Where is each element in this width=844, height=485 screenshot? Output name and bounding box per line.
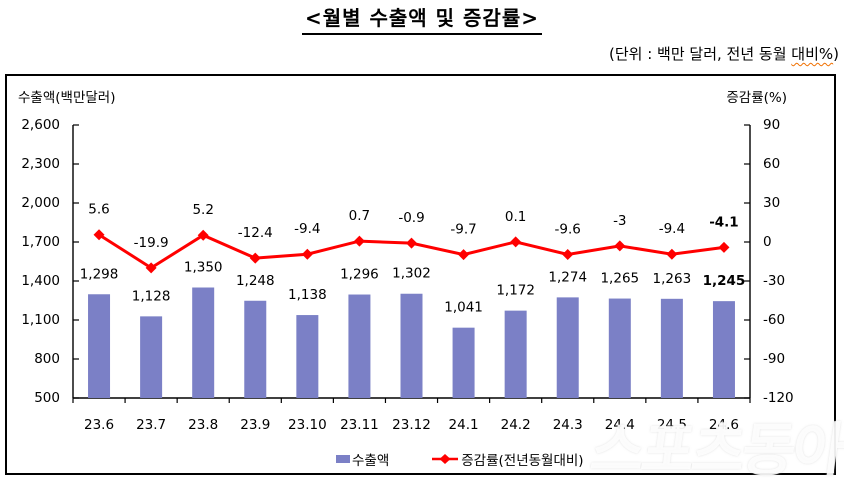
- bar-value-label: 1,265: [600, 271, 639, 287]
- unit-note-squiggle: 대비%: [791, 45, 834, 63]
- line-value-label: 0.1: [505, 209, 526, 225]
- line-marker-diamond-icon: [93, 229, 105, 241]
- x-axis-category-label: 24.3: [553, 417, 583, 433]
- line-marker-diamond-icon: [458, 249, 470, 261]
- line-value-label: -9.6: [555, 221, 581, 237]
- bar-value-label: 1,274: [548, 269, 587, 285]
- bar-value-label: 1,248: [236, 273, 275, 289]
- x-axis-category-label: 24.6: [709, 417, 739, 433]
- x-axis-category-label: 24.1: [449, 417, 479, 433]
- line-marker-diamond-icon: [145, 262, 157, 274]
- left-axis-tick-label: 2,600: [21, 117, 60, 133]
- figure-title-wrap: <월별 수출액 및 증감률>: [0, 2, 844, 35]
- left-axis-title: 수출액(백만달러): [18, 90, 116, 106]
- bar-value-label: 1,263: [653, 271, 692, 287]
- right-axis-tick-label: -60: [763, 312, 785, 328]
- x-axis-category-label: 23.9: [240, 417, 270, 433]
- export-bar: [608, 298, 631, 398]
- line-value-label: 5.2: [192, 202, 213, 218]
- line-marker-diamond-icon: [249, 252, 261, 264]
- bar-value-label: 1,245: [703, 273, 746, 289]
- export-bar: [660, 298, 683, 398]
- right-axis-tick-label: 90: [763, 117, 780, 133]
- unit-note: (단위 : 백만 달러, 전년 동월 대비%): [609, 43, 839, 64]
- left-axis-tick-label: 1,700: [21, 234, 60, 250]
- right-axis-tick-label: 0: [763, 234, 772, 250]
- left-axis-tick-label: 1,400: [21, 273, 60, 289]
- unit-note-close: ): [833, 45, 839, 63]
- line-marker-diamond-icon: [301, 248, 313, 260]
- line-value-label: -0.9: [398, 210, 424, 226]
- export-bar: [400, 293, 423, 398]
- export-bar: [140, 316, 163, 398]
- export-bar: [452, 327, 475, 398]
- export-bar: [504, 310, 527, 398]
- right-axis-tick-label: -120: [763, 390, 794, 406]
- bar-value-label: 1,172: [496, 283, 535, 299]
- legend-item-growth: 증감률(전년동월대비): [431, 449, 584, 469]
- line-marker-diamond-icon: [562, 248, 574, 260]
- left-axis-tick-label: 2,000: [21, 195, 60, 211]
- left-axis-tick-label: 2,300: [21, 156, 60, 172]
- right-axis-tick-label: -30: [763, 273, 785, 289]
- right-axis-tick-label: 30: [763, 195, 780, 211]
- bar-value-label: 1,302: [392, 266, 431, 282]
- export-bar: [296, 315, 319, 398]
- line-marker-diamond-icon: [353, 235, 365, 247]
- x-axis-category-label: 24.2: [501, 417, 531, 433]
- x-axis-category-label: 23.8: [188, 417, 218, 433]
- line-marker-diamond-icon: [614, 240, 626, 252]
- line-series-swatch-icon: [432, 454, 459, 464]
- left-axis-tick-label: 500: [34, 390, 60, 406]
- export-bar: [556, 297, 579, 398]
- legend: 수출액 증감률(전년동월대비): [336, 449, 584, 469]
- bar-value-label: 1,350: [184, 260, 223, 276]
- line-value-label: -9.4: [294, 221, 320, 237]
- x-axis-category-label: 23.7: [136, 417, 166, 433]
- line-value-label: -12.4: [238, 225, 273, 241]
- bar-value-label: 1,298: [80, 266, 119, 282]
- legend-label-growth: 증감률(전년동월대비): [461, 453, 584, 469]
- line-marker-diamond-icon: [666, 248, 678, 260]
- export-bar: [244, 300, 267, 398]
- x-axis-category-label: 24.5: [657, 417, 687, 433]
- left-axis-tick-label: 1,100: [21, 312, 60, 328]
- line-value-label: 0.7: [349, 208, 370, 224]
- line-value-label: -3: [613, 213, 626, 229]
- right-axis-tick-label: -90: [763, 351, 785, 367]
- right-axis-tick-label: 60: [763, 156, 780, 172]
- x-axis-category-label: 23.6: [84, 417, 114, 433]
- export-bar: [348, 294, 371, 398]
- x-axis-category-label: 23.10: [288, 417, 327, 433]
- line-value-label: -4.1: [709, 214, 739, 230]
- left-axis-tick-label: 800: [34, 351, 60, 367]
- line-marker-diamond-icon: [197, 229, 209, 241]
- export-bar: [192, 287, 215, 398]
- x-axis-category-label: 23.11: [340, 417, 379, 433]
- bar-value-label: 1,296: [340, 267, 379, 283]
- line-value-label: -19.9: [134, 235, 169, 251]
- export-bar: [88, 294, 111, 398]
- bar-value-label: 1,128: [132, 288, 171, 304]
- line-marker-diamond-icon: [406, 237, 417, 249]
- x-axis-category-label: 24.4: [605, 417, 635, 433]
- x-axis-category-label: 23.12: [392, 417, 431, 433]
- export-bar: [712, 301, 735, 398]
- line-marker-diamond-icon: [510, 236, 522, 248]
- figure-title: <월별 수출액 및 증감률>: [301, 2, 542, 35]
- line-value-label: 5.6: [88, 202, 109, 218]
- right-axis-title: 증감률(%): [726, 90, 787, 106]
- legend-item-exports: 수출액: [336, 449, 389, 469]
- bar-series-swatch-icon: [336, 455, 350, 463]
- bar-value-label: 1,138: [288, 287, 327, 303]
- line-marker-diamond-icon: [718, 241, 730, 253]
- legend-label-exports: 수출액: [352, 453, 390, 469]
- bar-value-label: 1,041: [444, 300, 483, 316]
- unit-note-text: (단위 : 백만 달러, 전년 동월: [608, 45, 792, 63]
- line-value-label: -9.4: [659, 221, 685, 237]
- line-value-label: -9.7: [450, 222, 476, 238]
- chart-border-box: [5, 74, 836, 475]
